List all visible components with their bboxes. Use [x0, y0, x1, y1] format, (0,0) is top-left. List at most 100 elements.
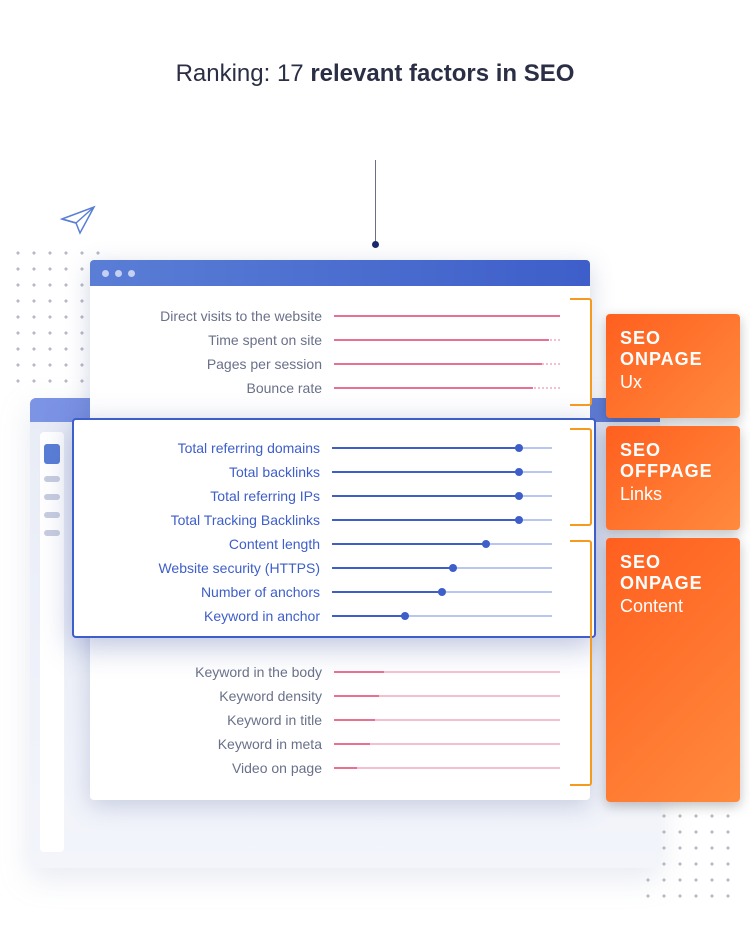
factor-label: Keyword in the body [90, 664, 334, 680]
factor-label: Keyword in anchor [72, 608, 332, 624]
window-titlebar [90, 260, 590, 286]
factor-label: Number of anchors [72, 584, 332, 600]
factor-label: Keyword density [90, 688, 334, 704]
factor-row: Bounce rate [90, 376, 590, 400]
card-line2: ONPAGE [620, 573, 726, 594]
factor-row: Time spent on site [90, 328, 590, 352]
factor-bar [332, 591, 442, 593]
factor-bar-track [332, 567, 552, 569]
factor-bar-track [332, 447, 552, 449]
card-line2: ONPAGE [620, 349, 726, 370]
factor-row: Keyword in the body [90, 660, 590, 684]
factor-marker [515, 444, 523, 452]
factor-bar-track [334, 695, 560, 697]
factor-bar [332, 495, 519, 497]
card-line3: Links [620, 484, 726, 505]
factor-marker [449, 564, 457, 572]
card-line2: OFFPAGE [620, 461, 726, 482]
factor-bar-track [334, 719, 560, 721]
factor-row: Website security (HTTPS) [72, 556, 596, 580]
title-prefix: Ranking: 17 [176, 60, 304, 87]
factor-marker [515, 516, 523, 524]
factor-row: Pages per session [90, 352, 590, 376]
factor-row: Number of anchors [72, 580, 596, 604]
factor-row: Direct visits to the website [90, 304, 590, 328]
factor-row: Total referring domains [72, 436, 596, 460]
factor-marker [515, 492, 523, 500]
factor-row: Keyword in anchor [72, 604, 596, 628]
dot-grid-decoration [10, 245, 100, 395]
factor-bar-track [334, 315, 560, 317]
category-card: SEOOFFPAGELinks [606, 426, 740, 530]
factor-bar [334, 743, 370, 745]
factor-bar [334, 671, 384, 673]
factor-row: Keyword density [90, 684, 590, 708]
factor-bar [332, 615, 405, 617]
category-bracket [570, 428, 592, 526]
category-card: SEOONPAGEUx [606, 314, 740, 418]
factor-bar [332, 519, 519, 521]
factor-label: Video on page [90, 760, 334, 776]
factor-bar [332, 567, 453, 569]
factor-bar-track [334, 671, 560, 673]
factor-label: Direct visits to the website [90, 308, 334, 324]
factor-bar-track [332, 495, 552, 497]
card-line3: Content [620, 596, 726, 617]
factor-label: Time spent on site [90, 332, 334, 348]
factor-row: Keyword in meta [90, 732, 590, 756]
category-card: SEOONPAGEContent [606, 538, 740, 802]
factor-row: Content length [72, 532, 596, 556]
factor-marker [515, 468, 523, 476]
factor-marker [438, 588, 446, 596]
factor-row: Video on page [90, 756, 590, 780]
factor-label: Website security (HTTPS) [72, 560, 332, 576]
factor-rows-ux: Direct visits to the website Time spent o… [90, 304, 590, 400]
factor-bar [334, 387, 533, 389]
factor-label: Content length [72, 536, 332, 552]
factor-label: Keyword in meta [90, 736, 334, 752]
factor-bar [332, 447, 519, 449]
factor-rows-mid: Total referring domains Total backlinks To… [72, 436, 596, 628]
category-bracket [570, 298, 592, 406]
category-cards: SEOONPAGEUxSEOOFFPAGELinksSEOONPAGEConte… [606, 314, 740, 802]
factor-marker [482, 540, 490, 548]
card-line1: SEO [620, 328, 726, 349]
factor-label: Bounce rate [90, 380, 334, 396]
factor-bar-track [334, 743, 560, 745]
paper-plane-icon [60, 205, 96, 240]
factor-row: Total referring IPs [72, 484, 596, 508]
factor-bar [332, 471, 519, 473]
factor-row: Total backlinks [72, 460, 596, 484]
factor-bar-track [332, 591, 552, 593]
factor-bar-track [334, 363, 560, 365]
factor-bar-track [332, 519, 552, 521]
factor-bar [334, 719, 375, 721]
category-bracket [570, 540, 592, 786]
factor-bar [332, 543, 486, 545]
title-suffix: relevant factors in SEO [310, 60, 574, 87]
factor-bar-track [334, 767, 560, 769]
factor-rows-content-tail: Keyword in the body Keyword density Keywor… [90, 660, 590, 780]
card-line3: Ux [620, 372, 726, 393]
page-title: Ranking: 17 relevant factors in SEO [0, 60, 750, 88]
factor-bar [334, 363, 542, 365]
factor-label: Total backlinks [72, 464, 332, 480]
factor-bar-track [332, 615, 552, 617]
factor-bar-track [332, 471, 552, 473]
factor-label: Total referring domains [72, 440, 332, 456]
factor-label: Total referring IPs [72, 488, 332, 504]
factor-bar [334, 767, 357, 769]
card-line1: SEO [620, 440, 726, 461]
factor-bar-track [334, 339, 560, 341]
factor-label: Pages per session [90, 356, 334, 372]
factor-row: Total Tracking Backlinks [72, 508, 596, 532]
factor-bar [334, 315, 560, 317]
factor-label: Keyword in title [90, 712, 334, 728]
factor-bar-track [332, 543, 552, 545]
factor-bar [334, 695, 379, 697]
factor-row: Keyword in title [90, 708, 590, 732]
factor-marker [401, 612, 409, 620]
factor-bar [334, 339, 549, 341]
title-connector-line [375, 160, 376, 245]
factor-bar-track [334, 387, 560, 389]
